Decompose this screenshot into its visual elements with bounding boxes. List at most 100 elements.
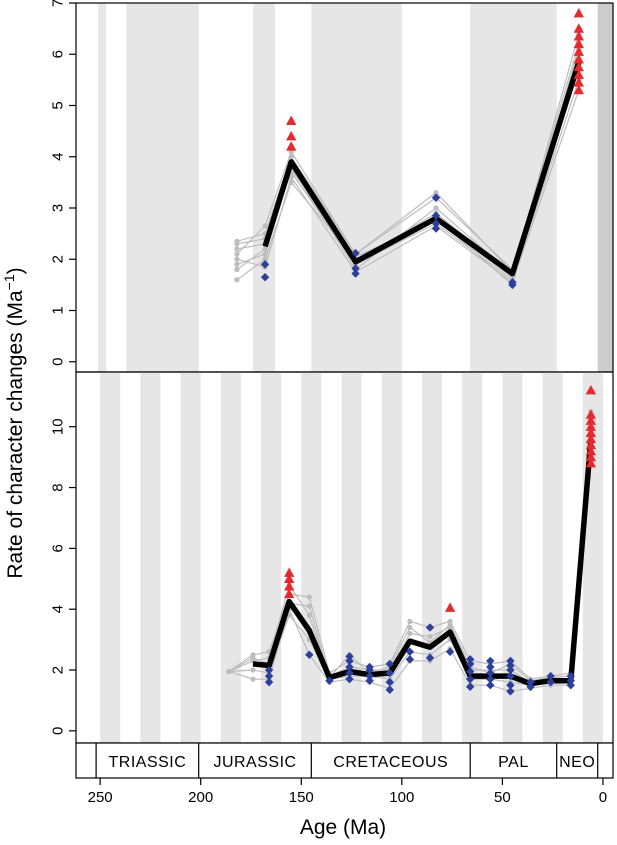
- y-tick-label: 3: [50, 204, 67, 212]
- y-tick-label: 2: [50, 666, 67, 674]
- high-rate-marker: [573, 77, 585, 87]
- high-rate-marker: [283, 588, 295, 599]
- low-rate-marker: [506, 671, 515, 681]
- low-rate-marker: [466, 659, 475, 669]
- low-rate-marker: [445, 647, 455, 656]
- geologic-period-strip: TRIASSIC JURASSIC CRETACEOUS PAL NEO: [75, 742, 614, 779]
- high-rate-marker: [585, 385, 597, 395]
- low-rate-marker: [566, 681, 575, 690]
- low-rate-marker: [486, 656, 495, 666]
- low-rate-marker: [365, 671, 374, 681]
- low-rate-marker: [405, 655, 415, 664]
- high-rate-marker: [283, 573, 295, 583]
- high-rate-marker: [585, 451, 597, 462]
- low-rate-marker: [526, 682, 535, 691]
- low-rate-marker: [260, 260, 270, 269]
- background-band: [502, 372, 523, 743]
- y-tick-label: 0: [50, 358, 67, 366]
- replicate-point: [250, 676, 256, 682]
- high-rate-marker: [573, 84, 585, 95]
- high-rate-marker: [286, 115, 297, 126]
- replicate-point: [250, 667, 256, 673]
- low-rate-marker: [431, 224, 441, 233]
- y-axis-title-main: Rate of character changes (Ma: [4, 290, 27, 579]
- low-rate-marker: [486, 668, 495, 678]
- x-tick-label: 50: [494, 789, 511, 806]
- y-tick-label: 0: [50, 727, 67, 735]
- y-axis-title-close: ): [4, 267, 27, 274]
- replicate-point: [447, 621, 453, 628]
- low-rate-marker: [566, 676, 575, 685]
- low-rate-marker: [431, 219, 441, 228]
- high-rate-marker: [573, 61, 585, 72]
- high-rate-marker: [585, 415, 597, 425]
- period-label: CRETACEOUS: [333, 754, 448, 771]
- y-tick-label: 6: [50, 544, 67, 552]
- replicate-point: [407, 630, 413, 637]
- low-rate-marker: [546, 671, 555, 681]
- replicate-point: [427, 633, 433, 640]
- low-rate-marker: [264, 665, 274, 675]
- low-rate-marker: [506, 681, 515, 690]
- low-rate-marker: [508, 278, 517, 287]
- low-rate-marker: [466, 682, 475, 691]
- x-tick-label: 100: [389, 789, 414, 806]
- y-tick-label: 4: [50, 153, 67, 161]
- y-axis-title-superscript: −1: [1, 274, 17, 290]
- background-band: [252, 3, 276, 372]
- high-rate-marker: [585, 458, 597, 468]
- y-axis-title: Rate of character changes (Ma−1): [1, 267, 27, 578]
- background-band: [180, 372, 201, 743]
- x-tick-label: 200: [188, 789, 213, 806]
- low-rate-marker: [325, 676, 334, 685]
- background-band: [542, 372, 563, 743]
- background-band: [100, 372, 121, 743]
- replicate-point: [250, 655, 256, 661]
- period-label: JURASSIC: [213, 754, 296, 771]
- x-axis: 250 200 150 100 50 0: [88, 778, 607, 806]
- background-band: [462, 372, 483, 743]
- replicate-point: [407, 624, 413, 631]
- background-band-dark: [597, 3, 613, 372]
- high-rate-marker: [585, 445, 597, 456]
- replicate-point: [433, 205, 439, 211]
- period-label: NEO: [559, 754, 595, 771]
- low-rate-marker: [526, 677, 535, 687]
- low-rate-marker: [305, 650, 314, 660]
- low-rate-marker: [405, 647, 415, 656]
- low-rate-marker: [351, 269, 360, 278]
- mean-line: [262, 61, 582, 277]
- high-rate-marker: [286, 141, 297, 151]
- x-tick-label: 0: [599, 789, 607, 806]
- low-rate-marker: [264, 677, 274, 687]
- background-band: [470, 3, 557, 372]
- x-tick-label: 250: [88, 789, 113, 806]
- low-rate-marker: [385, 685, 394, 694]
- high-rate-marker: [444, 602, 456, 612]
- background-band: [341, 372, 362, 743]
- high-rate-marker: [585, 421, 597, 431]
- replicate-point: [234, 256, 240, 262]
- strip-frame: [75, 742, 614, 779]
- low-rate-marker: [345, 662, 354, 672]
- low-rate-marker: [486, 674, 495, 684]
- low-rate-marker: [466, 655, 475, 664]
- y-axis: 0 1 2 3 4 5 6 7 0 2 4 6 8 10: [50, 0, 76, 735]
- period-label: PAL: [498, 754, 529, 771]
- high-rate-marker: [573, 8, 585, 18]
- background-band: [261, 372, 282, 743]
- high-rate-marker: [283, 567, 295, 577]
- replicate-point: [234, 266, 240, 273]
- low-rate-marker: [345, 652, 354, 661]
- replicate-point: [234, 246, 240, 252]
- y-tick-label: 1: [50, 306, 67, 314]
- low-rate-marker: [260, 272, 270, 282]
- low-rate-marker: [345, 656, 354, 666]
- low-rate-marker: [486, 681, 495, 690]
- high-rate-marker: [573, 69, 585, 79]
- low-rate-marker: [506, 661, 515, 670]
- background-band: [98, 3, 107, 372]
- high-rate-marker: [585, 409, 597, 419]
- low-rate-marker: [466, 667, 475, 676]
